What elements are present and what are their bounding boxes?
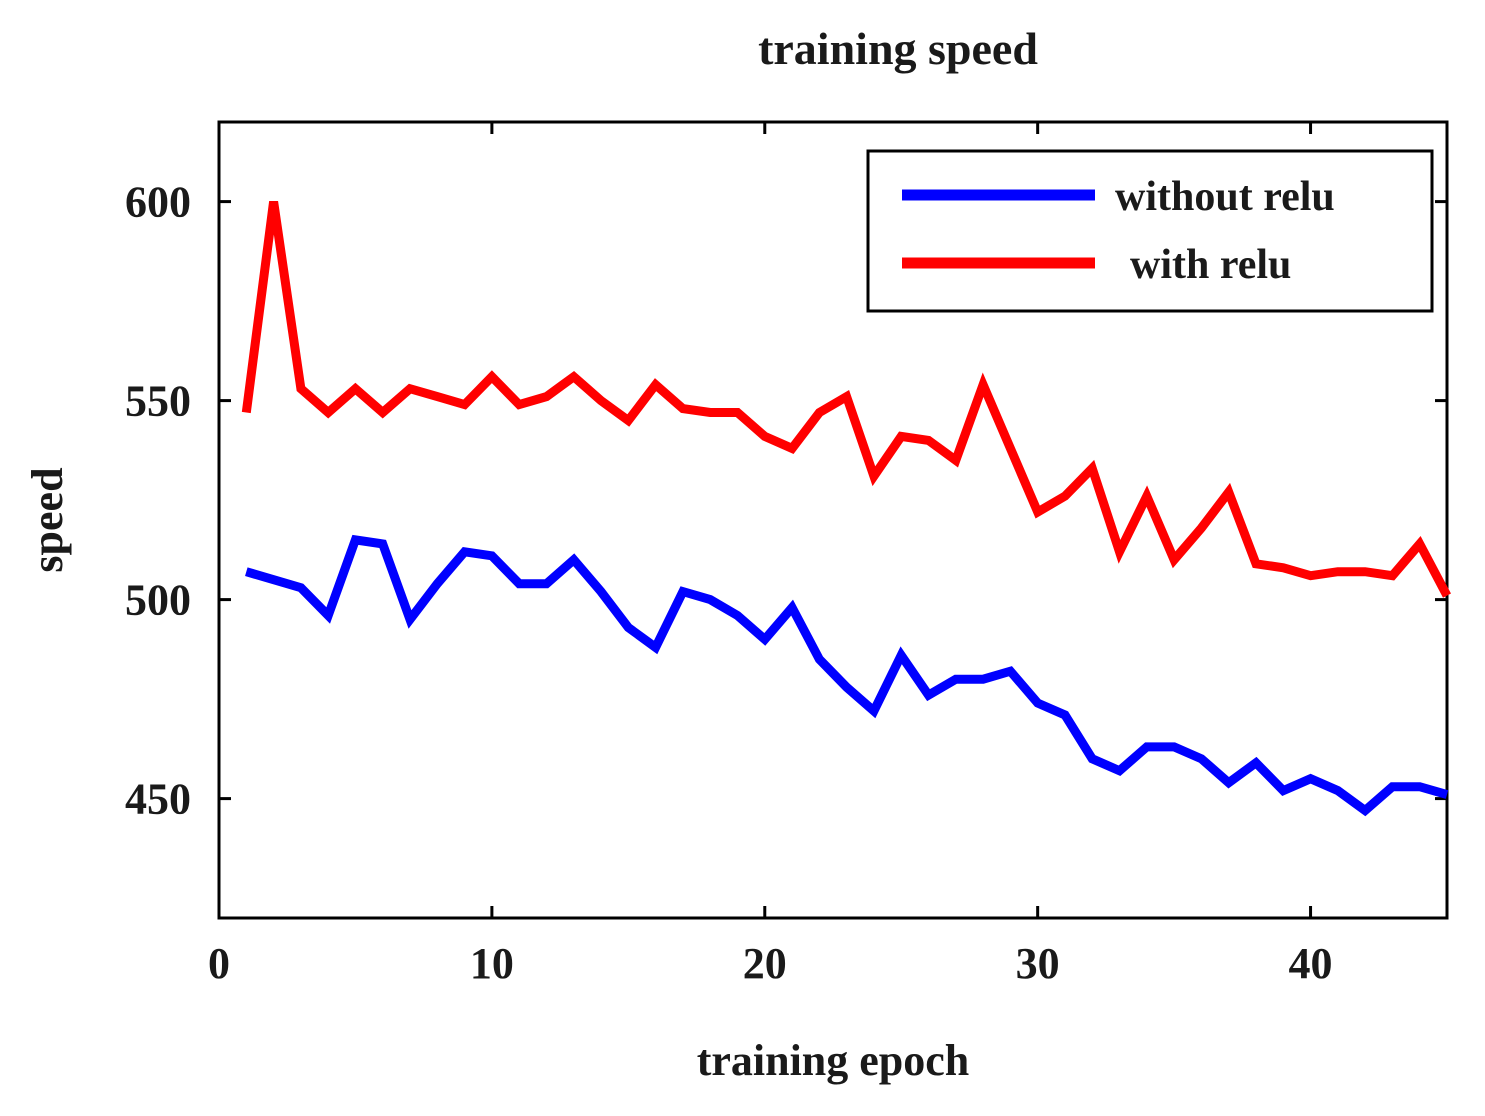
legend-label-without-relu: without relu	[1115, 174, 1335, 220]
plot-area	[217, 120, 1449, 920]
x-tick-label: 40	[1289, 939, 1333, 988]
chart-title: training speed	[758, 23, 1038, 74]
y-tick-label: 450	[125, 775, 191, 824]
series-line-with-relu	[241, 200, 1451, 598]
x-tick-label: 30	[1016, 939, 1060, 988]
legend-box	[866, 149, 1434, 313]
x-axis-label: training epoch	[697, 1036, 970, 1085]
x-tick-label: 20	[743, 939, 787, 988]
legend: without relu with relu	[866, 149, 1434, 313]
y-tick-label: 500	[125, 576, 191, 625]
legend-label-with-relu: with relu	[1130, 242, 1291, 288]
x-tick-label: 10	[470, 939, 514, 988]
series-line-without-relu	[245, 534, 1449, 817]
series-lines	[241, 200, 1451, 817]
x-tick-label: 0	[208, 939, 230, 988]
y-tick-label: 600	[125, 178, 191, 227]
y-tick-label: 550	[125, 377, 191, 426]
y-axis-label: speed	[23, 467, 72, 572]
axes-box	[217, 120, 1449, 920]
axis-ticks: 0 10 20 30 40 450 500 550 600	[125, 122, 1447, 988]
